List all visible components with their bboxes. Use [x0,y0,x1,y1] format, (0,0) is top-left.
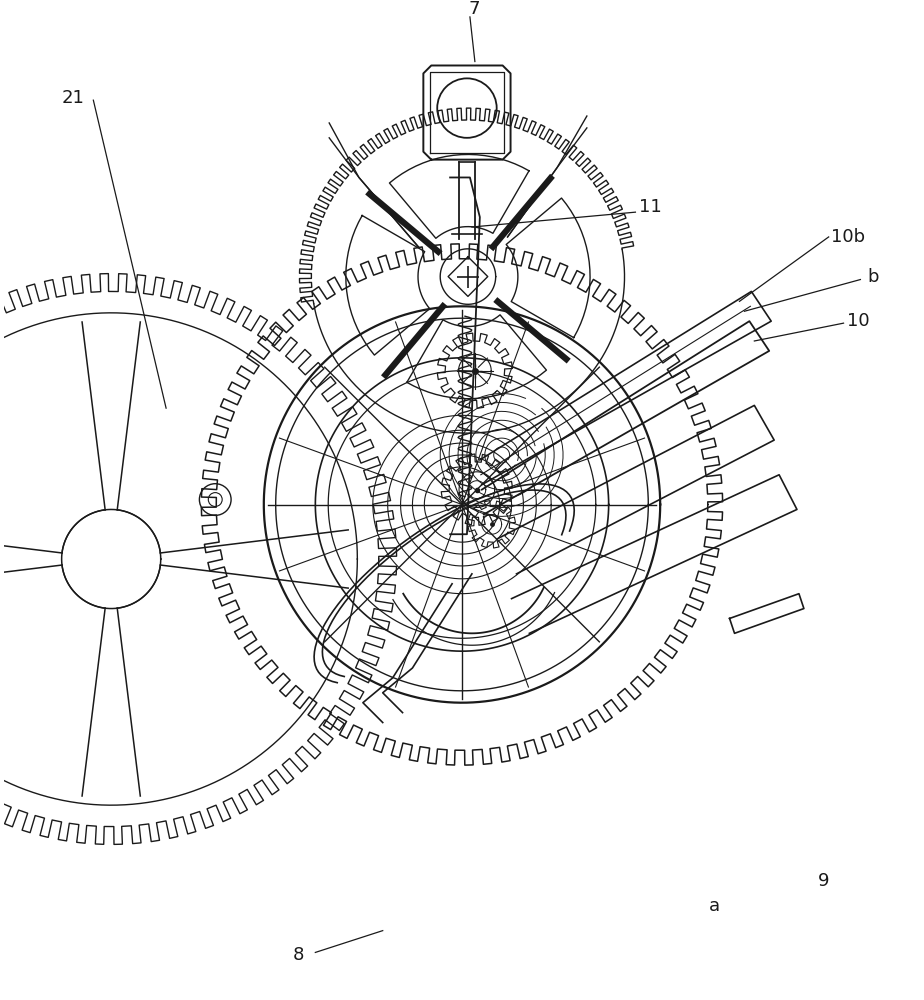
Text: 11: 11 [638,198,662,216]
Text: b: b [868,268,879,286]
Text: 21: 21 [62,89,85,107]
Text: a: a [709,897,721,915]
Text: 10b: 10b [832,228,866,246]
Text: 8: 8 [293,946,304,964]
Text: 9: 9 [818,872,830,890]
Text: 10: 10 [847,312,869,330]
Text: 7: 7 [468,0,480,18]
